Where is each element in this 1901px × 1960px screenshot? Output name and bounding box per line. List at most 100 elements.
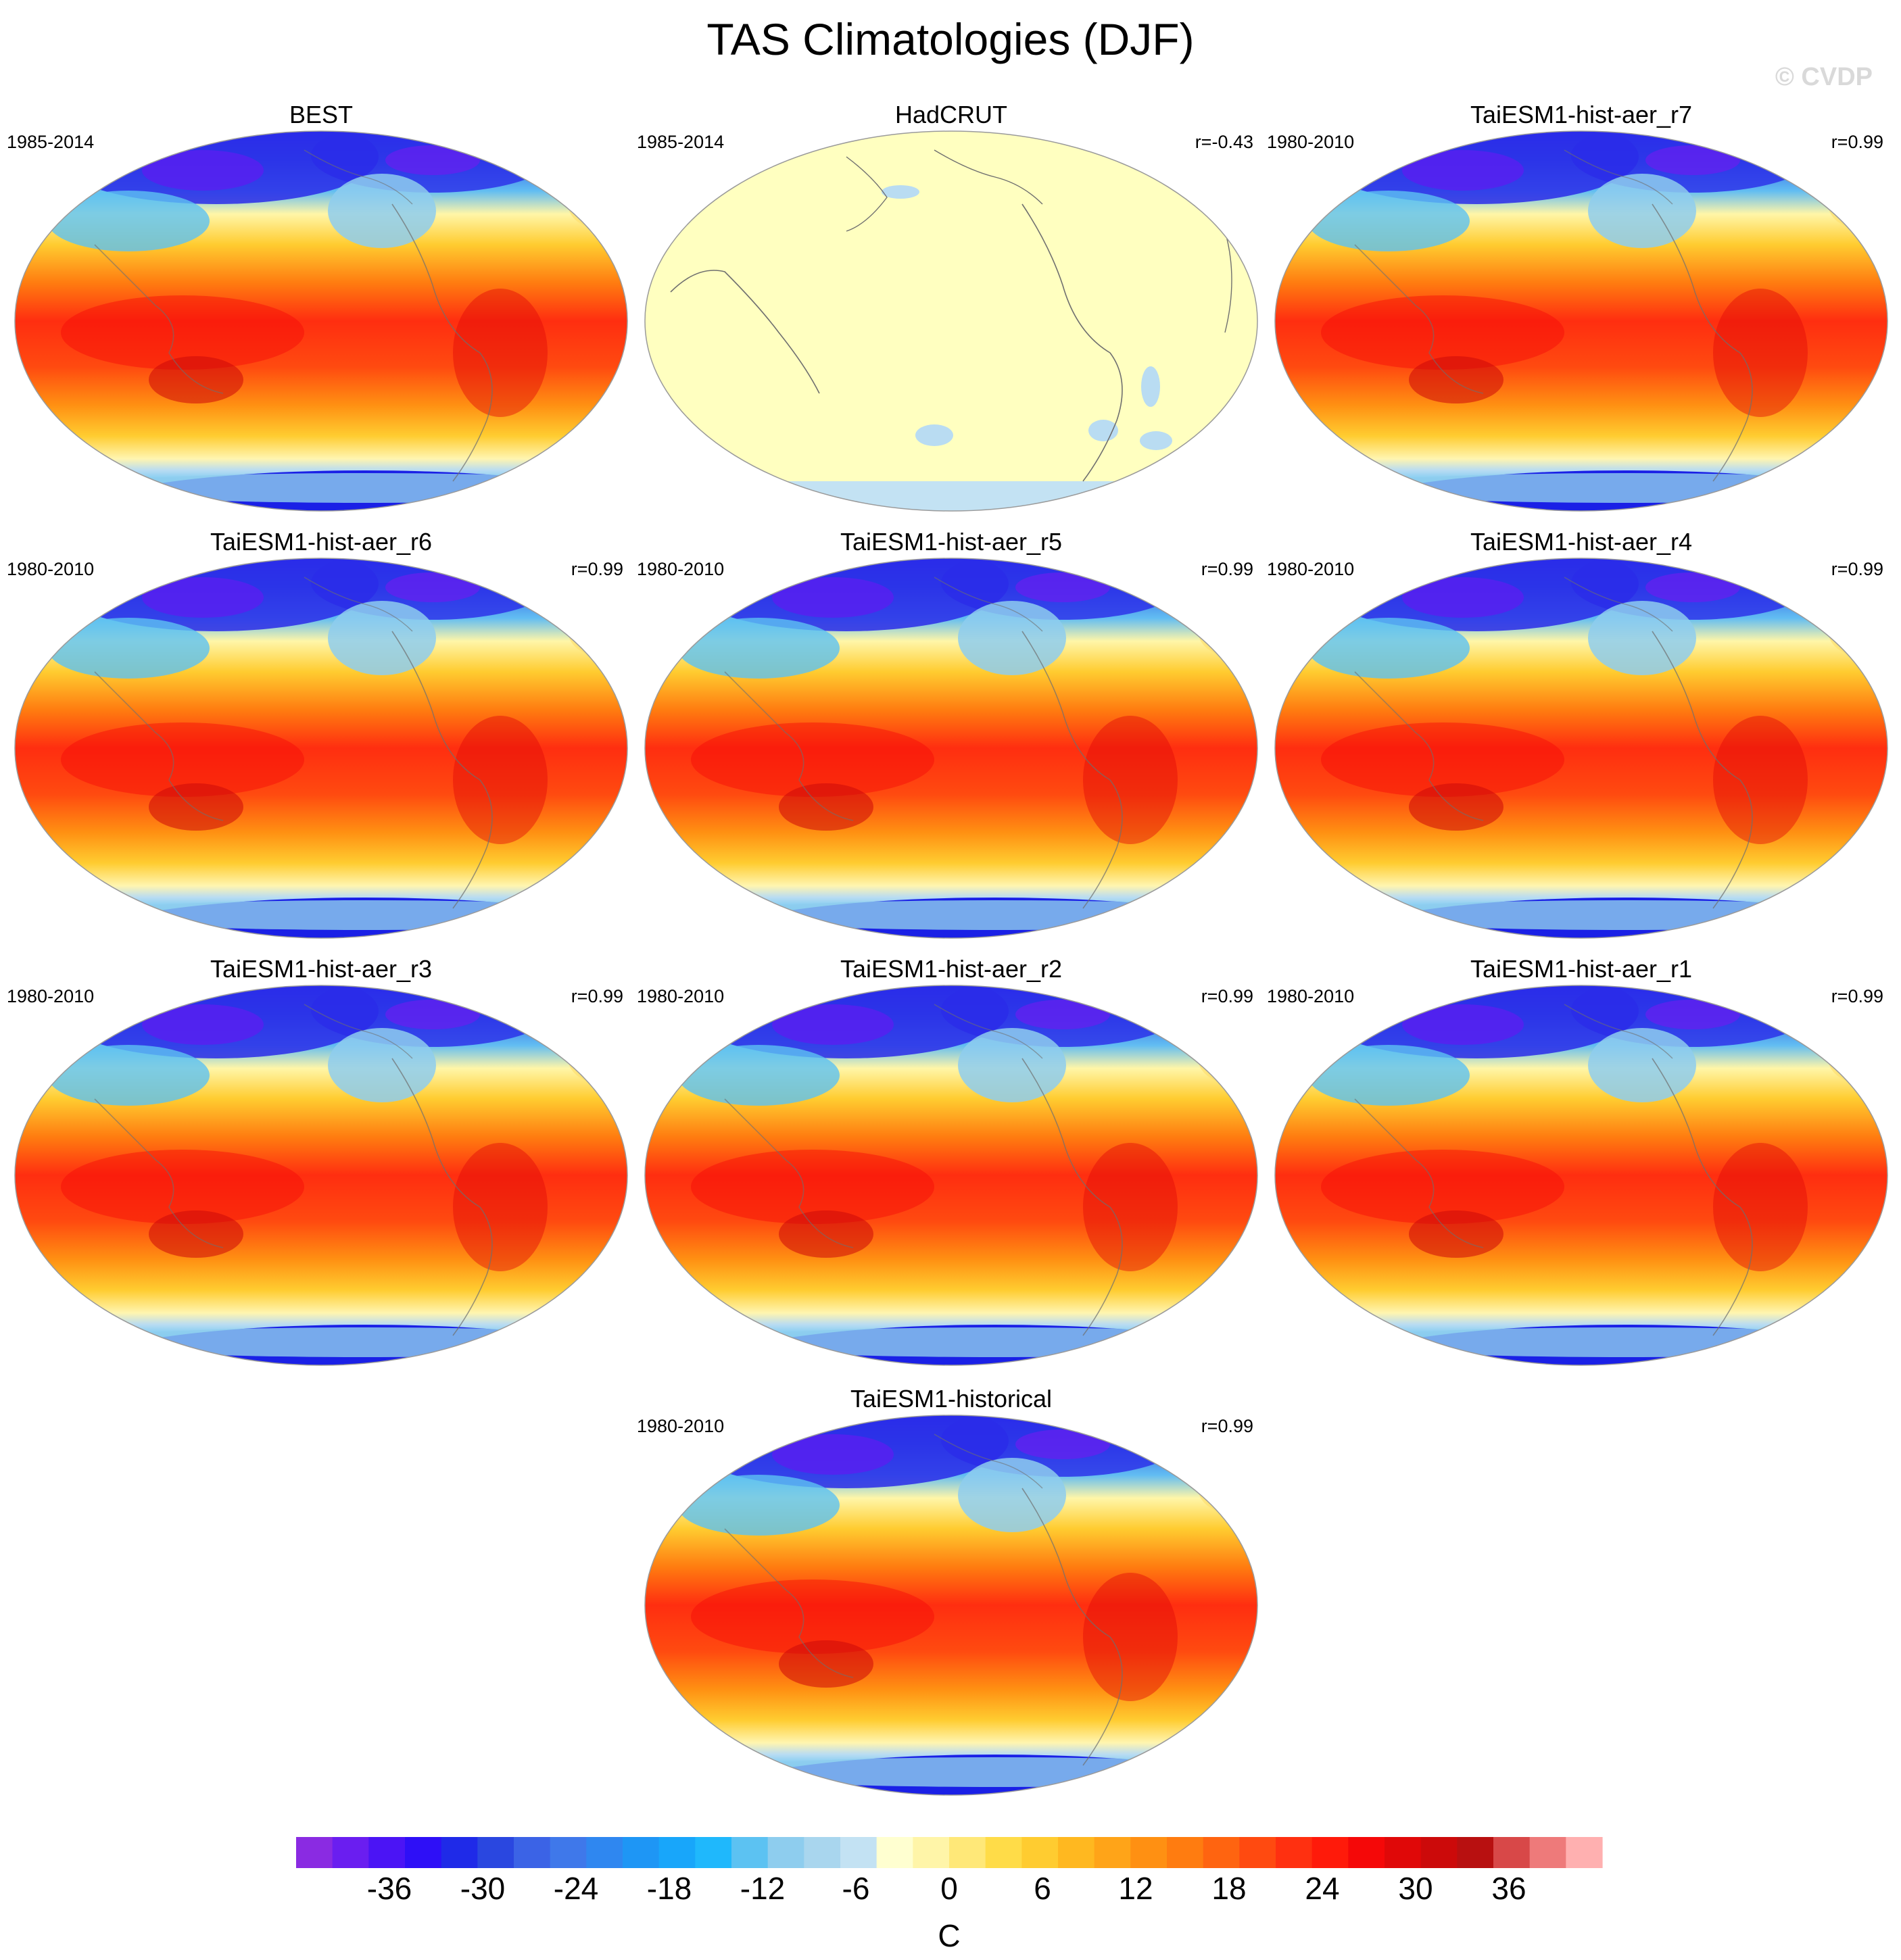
panel-title: HadCRUT [894,101,1008,128]
climatology-map [1274,558,1888,939]
climatology-map [1274,130,1888,512]
map-panel: TaiESM1-hist-aer_r4 1980-2010 r=0.99 [1267,527,1896,954]
colorbar-box [1203,1837,1240,1868]
colorbar-box [441,1837,478,1868]
panel-correlation: r=0.99 [1201,986,1253,1006]
colorbar-tick-label: 12 [1118,1871,1153,1906]
colorbar-box [623,1837,660,1868]
colorbar-box [876,1837,913,1868]
colorbar-tick-label: 0 [940,1871,958,1906]
colorbar-tick-label: -18 [647,1871,692,1906]
colorbar-box [1348,1837,1385,1868]
panel-period: 1980-2010 [7,559,95,579]
colorbar-box [1457,1837,1494,1868]
panel-title: TaiESM1-hist-aer_r2 [840,955,1063,983]
colorbar-box [1529,1837,1566,1868]
climatology-map [644,130,1258,512]
colorbar-tick-label: 18 [1211,1871,1246,1906]
colorbar-box [1276,1837,1313,1868]
colorbar-box [1167,1837,1204,1868]
panel-correlation: r=0.99 [571,986,623,1006]
map-panel: TaiESM1-hist-aer_r7 1980-2010 r=0.99 [1267,100,1896,527]
colorbar-box [368,1837,406,1868]
colorbar-box [586,1837,623,1868]
panel-correlation: r=0.99 [1831,132,1883,152]
panel-correlation: r=0.99 [1201,1416,1253,1436]
colorbar-tick-label: 36 [1491,1871,1526,1906]
colorbar-box [332,1837,369,1868]
colorbar-box [840,1837,877,1868]
colorbar-box [1312,1837,1349,1868]
panel-title: TaiESM1-historical [850,1385,1053,1413]
colorbar-tick-label: -30 [460,1871,505,1906]
colorbar-boxes [296,1837,1603,1868]
colorbar-box [405,1837,442,1868]
colorbar-unit-label: C [938,1918,960,1953]
colorbar-tick-label: -24 [554,1871,598,1906]
colorbar-box [949,1837,986,1868]
colorbar-tick-labels: -36 -30 -24 -18 -12 -6 0 6 12 18 24 30 36 [367,1871,1526,1906]
panel-correlation: r=-0.43 [1195,132,1253,152]
panel-correlation: r=0.99 [1831,559,1883,579]
colorbar-tick-label: 24 [1305,1871,1339,1906]
colorbar-box [514,1837,551,1868]
panel-period: 1980-2010 [7,986,95,1006]
colorbar-box [1094,1837,1131,1868]
colorbar-box [296,1837,333,1868]
panel-period: 1980-2010 [1267,559,1355,579]
watermark: © CVDP [1775,63,1873,91]
colorbar-tick-label: -36 [367,1871,412,1906]
panel-period: 1985-2014 [7,132,95,152]
climatology-map [644,985,1258,1366]
map-panel: TaiESM1-hist-aer_r5 1980-2010 r=0.99 [637,527,1266,954]
colorbar-box [477,1837,514,1868]
colorbar-box [767,1837,804,1868]
colorbar-box [1420,1837,1458,1868]
colorbar-box [1021,1837,1059,1868]
map-panel: TaiESM1-hist-aer_r6 1980-2010 r=0.99 [7,527,635,954]
colorbar-tick-label: -12 [740,1871,785,1906]
climatology-map [14,985,628,1366]
colorbar-tick-label: 30 [1398,1871,1433,1906]
colorbar-box [658,1837,696,1868]
panel-period: 1980-2010 [1267,132,1355,152]
map-panel: HadCRUT 1985-2014 r=-0.43 [637,100,1266,527]
map-panel: TaiESM1-hist-aer_r2 1980-2010 r=0.99 [637,954,1266,1381]
panel-period: 1985-2014 [637,132,725,152]
map-panel: TaiESM1-historical 1980-2010 r=0.99 [637,1384,1266,1811]
climatology-map [14,130,628,512]
map-panel: TaiESM1-hist-aer_r1 1980-2010 r=0.99 [1267,954,1896,1381]
panel-title: TaiESM1-hist-aer_r1 [1470,955,1693,983]
colorbar-box [985,1837,1022,1868]
figure-title: TAS Climatologies (DJF) [706,14,1195,64]
panel-period: 1980-2010 [637,559,725,579]
panel-correlation: r=0.99 [1831,986,1883,1006]
colorbar-box [695,1837,732,1868]
map-panel: TaiESM1-hist-aer_r3 1980-2010 r=0.99 [7,954,635,1381]
panel-title: TaiESM1-hist-aer_r7 [1470,101,1693,128]
colorbar-box [731,1837,769,1868]
colorbar-box [1058,1837,1095,1868]
panel-correlation: r=0.99 [571,559,623,579]
colorbar-box [1493,1837,1531,1868]
panel-title: TaiESM1-hist-aer_r4 [1470,528,1693,556]
colorbar-box [1130,1837,1168,1868]
climatology-map [644,558,1258,939]
panel-title: TaiESM1-hist-aer_r3 [210,955,433,983]
panel-title: BEST [289,101,354,128]
panel-correlation: r=0.99 [1201,559,1253,579]
panel-period: 1980-2010 [637,986,725,1006]
colorbar-box [1566,1837,1603,1868]
colorbar-box [550,1837,587,1868]
climatology-map [644,1415,1258,1796]
climatology-map [14,558,628,939]
panel-title: TaiESM1-hist-aer_r6 [210,528,433,556]
panel-period: 1980-2010 [637,1416,725,1436]
panel-period: 1980-2010 [1267,986,1355,1006]
colorbar-box [1385,1837,1422,1868]
climatology-map [1274,985,1888,1366]
colorbar-box [804,1837,841,1868]
map-panel: BEST 1985-2014 [7,100,635,527]
colorbar-tick-label: 6 [1034,1871,1051,1906]
colorbar-box [1239,1837,1276,1868]
